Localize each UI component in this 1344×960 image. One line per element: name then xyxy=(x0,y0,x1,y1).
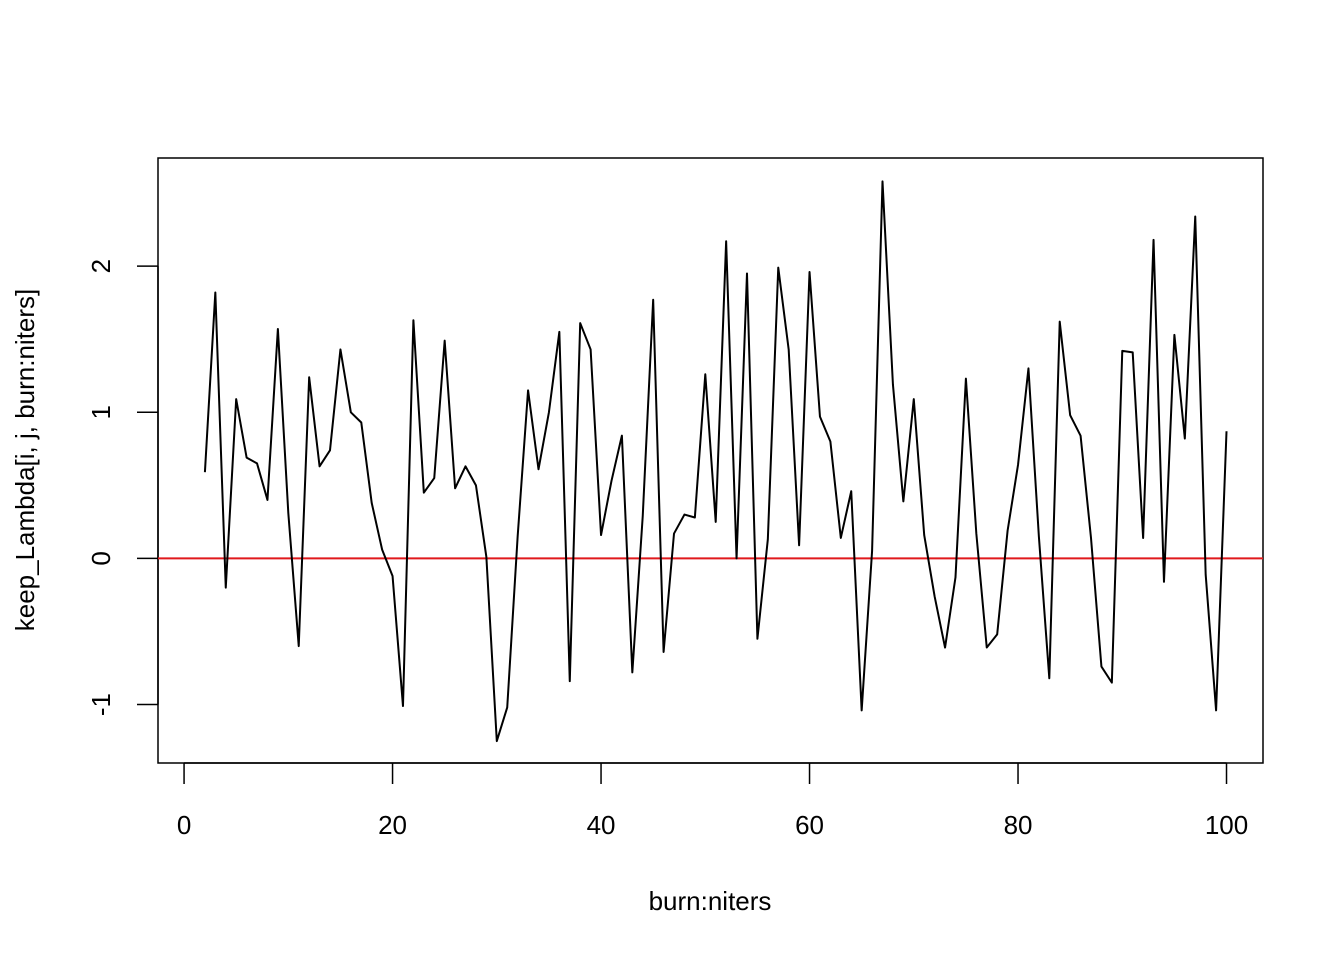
series-line xyxy=(203,180,1228,743)
x-tick-label: 40 xyxy=(587,810,616,840)
x-tick-label: 60 xyxy=(795,810,824,840)
x-tick-label: 80 xyxy=(1004,810,1033,840)
y-tick-label: -1 xyxy=(86,693,116,716)
x-tick-label: 100 xyxy=(1205,810,1248,840)
y-tick-label: 2 xyxy=(86,259,116,273)
y-axis-label: keep_Lambda[i, j, burn:niters] xyxy=(10,289,40,632)
x-tick-label: 20 xyxy=(378,810,407,840)
series-points xyxy=(205,181,1227,741)
x-tick-label: 0 xyxy=(177,810,191,840)
y-tick-label: 1 xyxy=(86,405,116,419)
x-axis: 0 20 40 60 80 100 xyxy=(177,762,1248,840)
x-axis-label: burn:niters xyxy=(649,886,772,916)
y-tick-label: 0 xyxy=(86,551,116,565)
y-axis: -1 0 1 2 xyxy=(86,259,159,716)
